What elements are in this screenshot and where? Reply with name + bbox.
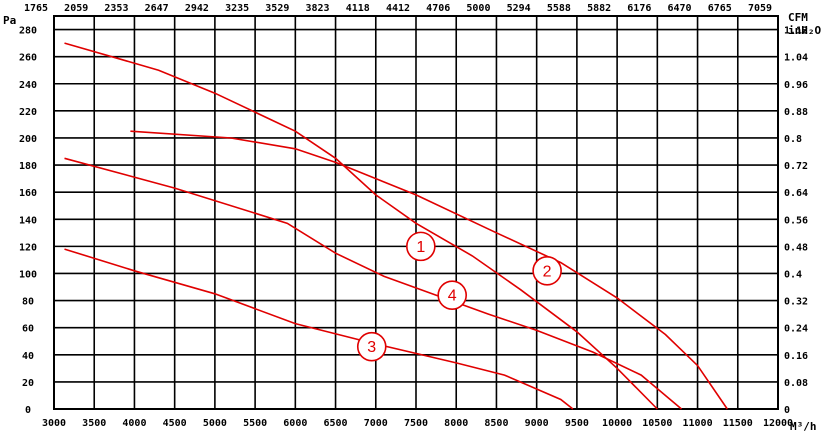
- y-left-tick-label: 160: [19, 188, 37, 199]
- y-right-tick-label: 0: [784, 405, 790, 416]
- x-bottom-tick-label: 11000: [683, 418, 713, 429]
- axis-labels: Pa M³/h CFM inH₂O 3000 3500 4000 4500 5000 55…: [3, 3, 821, 433]
- y-left-tick-label: 220: [19, 107, 37, 118]
- x-bottom-tick-label: 7000: [364, 418, 388, 429]
- x-top-tick-label: 4412: [386, 3, 410, 14]
- x-top-tick-label: 5882: [587, 3, 611, 14]
- y-left-tick-label: 280: [19, 26, 37, 37]
- y-left-tick-label: 120: [19, 242, 37, 253]
- y-right-tick-label: 0.08: [784, 378, 808, 389]
- y-right-tick-label: 0.32: [784, 297, 808, 308]
- y-left-tick-label: 180: [19, 161, 37, 172]
- y-left-tick-label: 40: [22, 351, 34, 362]
- x-top-tick-label: 3823: [306, 3, 330, 14]
- y-right-unit-line2: inH₂O: [788, 24, 821, 37]
- curve-4: [64, 157, 683, 410]
- x-bottom-tick-label: 7500: [404, 418, 428, 429]
- x-top-tick-label: 3235: [225, 3, 249, 14]
- y-right-tick-label: 0.8: [784, 134, 802, 145]
- y-left-tick-label: 240: [19, 80, 37, 91]
- y-left-tick-label: 200: [19, 134, 37, 145]
- x-bottom-tick-label: 5500: [243, 418, 267, 429]
- x-bottom-tick-label: 12000: [763, 418, 793, 429]
- x-bottom-tick-label: 4000: [122, 418, 146, 429]
- x-top-tick-label: 2059: [64, 3, 88, 14]
- y-right-tick-label: 1.12: [784, 26, 808, 37]
- y-left-tick-label: 60: [22, 324, 34, 335]
- curve-2-marker-label: 2: [543, 263, 552, 280]
- y-right-tick-label: 0.64: [784, 188, 808, 199]
- y-right-tick-label: 0.56: [784, 215, 808, 226]
- y-right-tick-label: 0.88: [784, 107, 808, 118]
- y-left-tick-label: 260: [19, 53, 37, 64]
- y-left-tick-label: 140: [19, 215, 37, 226]
- x-bottom-tick-label: 3000: [42, 418, 66, 429]
- x-bottom-tick-label: 8500: [484, 418, 508, 429]
- x-top-tick-label: 6176: [627, 3, 651, 14]
- y-left-tick-label: 20: [22, 378, 34, 389]
- x-top-tick-label: 6765: [708, 3, 732, 14]
- x-top-tick-label: 2647: [145, 3, 169, 14]
- x-top-tick-label: 6470: [668, 3, 692, 14]
- y-right-tick-label: 1.04: [784, 53, 808, 64]
- x-bottom-tick-label: 4500: [163, 418, 187, 429]
- x-bottom-tick-label: 8000: [444, 418, 468, 429]
- x-top-tick-label: 3529: [265, 3, 289, 14]
- x-top-tick-label: 4706: [426, 3, 450, 14]
- y-right-tick-label: 0.72: [784, 161, 808, 172]
- curve-2: [130, 130, 728, 410]
- x-bottom-tick-label: 11500: [723, 418, 753, 429]
- curve-4-marker: [437, 280, 468, 310]
- x-bottom-unit: M³/h: [790, 420, 817, 433]
- curve-1: [64, 42, 658, 410]
- curve-1-marker: [406, 231, 436, 262]
- curve-2-marker: [532, 255, 562, 286]
- y-left-tick-label: 80: [22, 297, 34, 308]
- x-bottom-tick-label: 9500: [565, 418, 589, 429]
- x-bottom-tick-label: 6000: [283, 418, 307, 429]
- curve-3-marker: [356, 331, 387, 362]
- x-bottom-tick-label: 5000: [203, 418, 227, 429]
- x-bottom-tick-label: 10500: [642, 418, 672, 429]
- y-right-tick-label: 0.96: [784, 80, 808, 91]
- x-top-tick-label: 5588: [547, 3, 571, 14]
- curve-3-marker-label: 3: [367, 339, 376, 356]
- x-bottom-tick-label: 10000: [602, 418, 632, 429]
- x-top-tick-label: 4118: [346, 3, 370, 14]
- curve-4-marker-label: 4: [448, 288, 457, 305]
- y-right-tick-label: 0.4: [784, 269, 802, 280]
- x-bottom-tick-label: 3500: [82, 418, 106, 429]
- x-top-tick-label: 1765: [24, 3, 48, 14]
- grid: [53, 15, 779, 410]
- y-right-tick-label: 0.16: [784, 351, 808, 362]
- x-top-tick-label: 5294: [507, 3, 531, 14]
- x-top-tick-label: 2942: [185, 3, 209, 14]
- x-top-tick-label: 5000: [466, 3, 490, 14]
- x-bottom-tick-label: 9000: [525, 418, 549, 429]
- y-right-unit-line1: CFM: [788, 11, 808, 24]
- y-right-tick-label: 0.24: [784, 324, 808, 335]
- y-left-unit: Pa: [3, 14, 16, 27]
- y-left-tick-label: 100: [19, 269, 37, 280]
- x-bottom-tick-label: 6500: [324, 418, 348, 429]
- curve-1-marker-label: 1: [416, 239, 425, 256]
- x-top-tick-label: 7059: [748, 3, 772, 14]
- y-right-tick-label: 0.48: [784, 242, 808, 253]
- y-left-tick-label: 0: [25, 405, 31, 416]
- x-top-tick-label: 2353: [104, 3, 128, 14]
- curve-markers: 1 2 3 4: [356, 231, 562, 362]
